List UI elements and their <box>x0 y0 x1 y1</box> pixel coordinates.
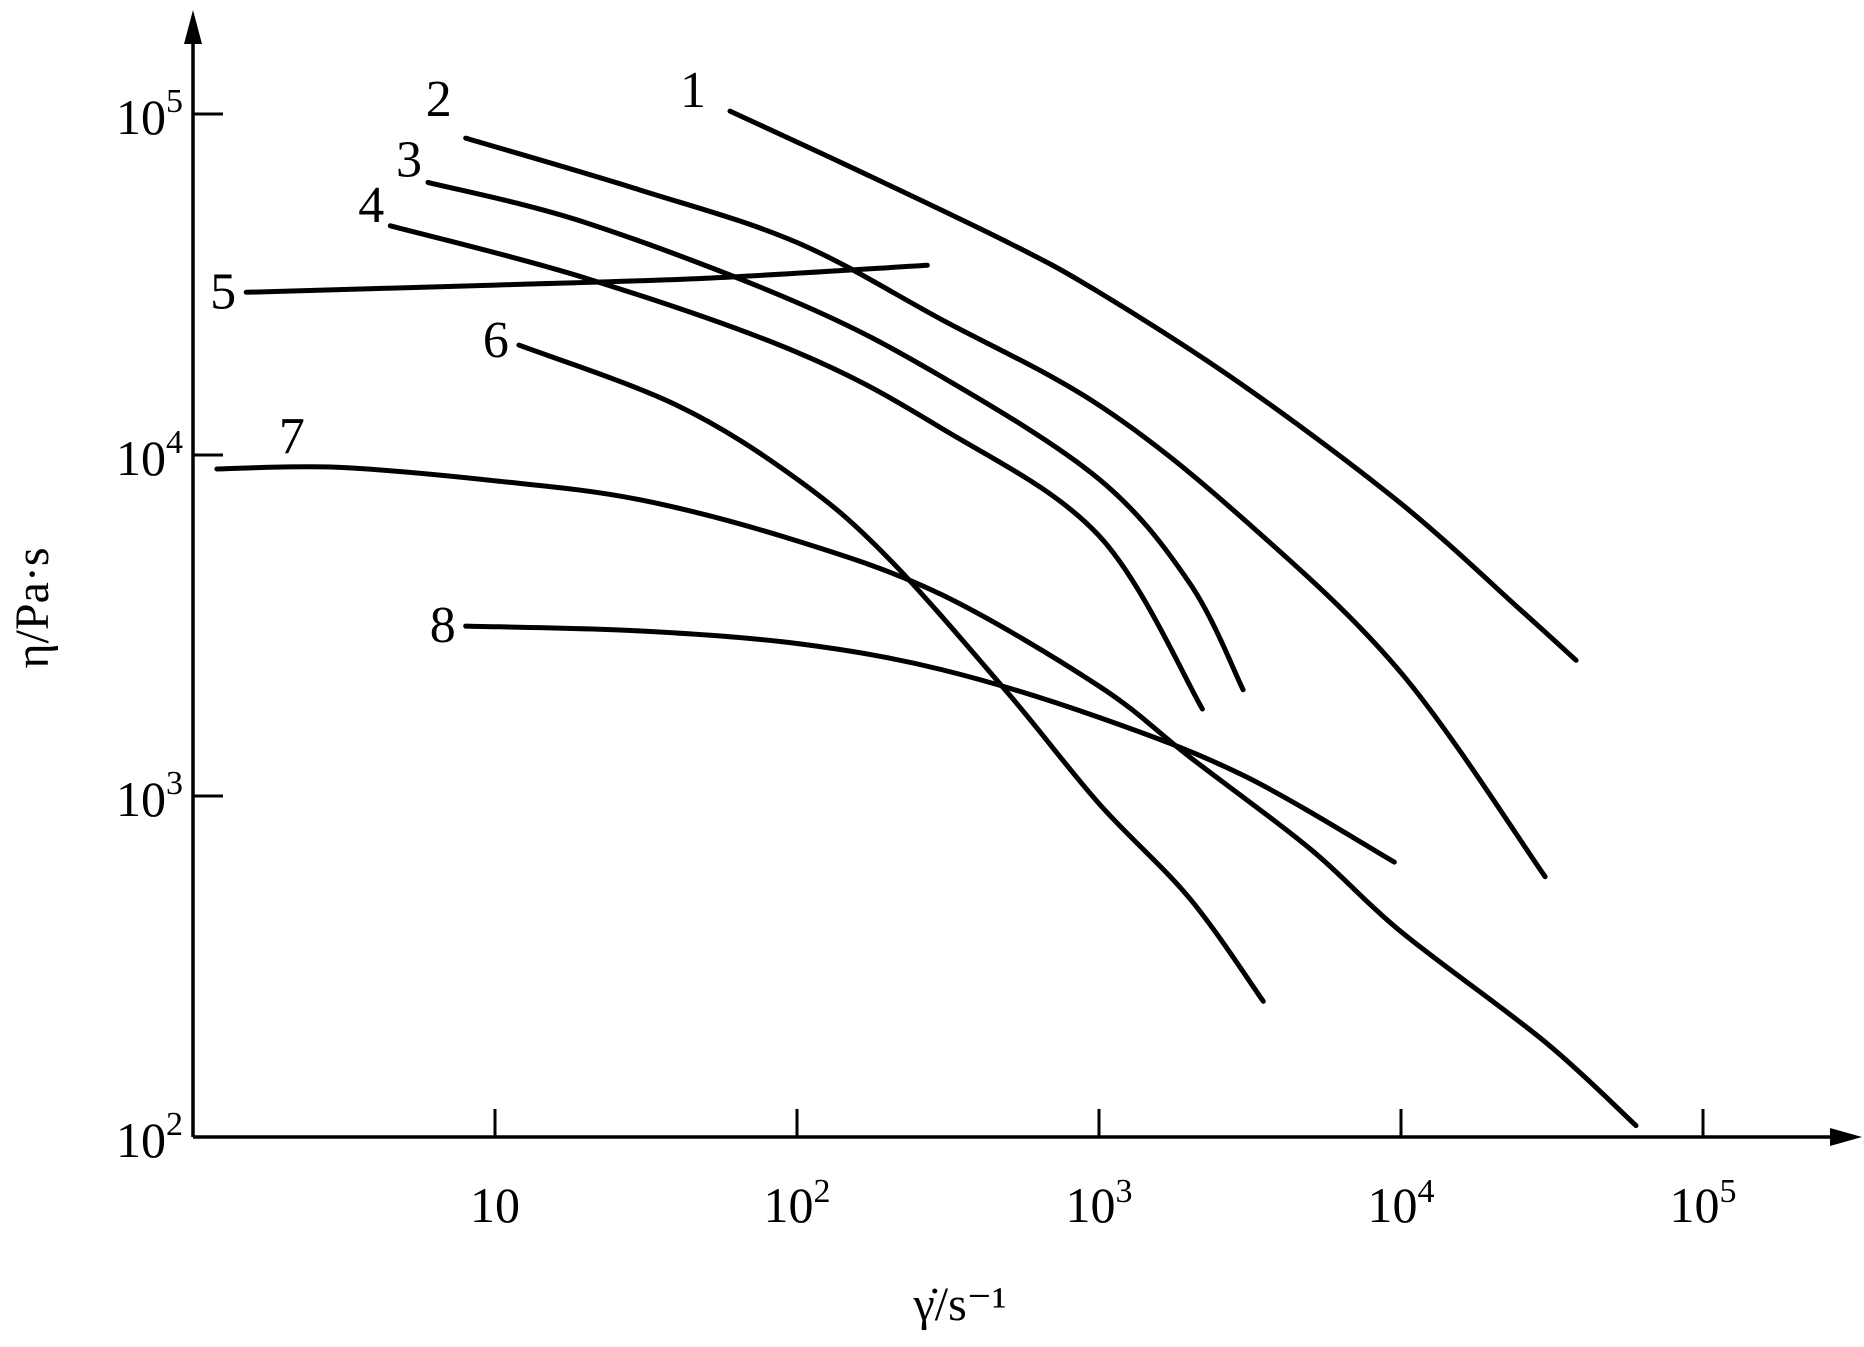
curve-7 <box>214 464 1639 1129</box>
x-axis-arrowhead <box>1830 1128 1862 1146</box>
x-tick-label-4: 105 <box>1670 1173 1737 1233</box>
x-tick-label-2: 103 <box>1066 1173 1133 1233</box>
curve-3 <box>425 179 1246 693</box>
curve-5 <box>243 262 930 295</box>
y-tick-label-3: 105 <box>116 83 183 145</box>
x-tick-label-0: 10 <box>470 1177 520 1233</box>
curve-8 <box>463 623 1397 865</box>
curves <box>214 108 1639 1129</box>
curve-label-1: 1 <box>680 62 706 119</box>
x-tick-base: 10 <box>470 1177 520 1233</box>
x-axis-label: γ̇/s⁻¹ <box>913 1278 1007 1331</box>
y-tick-label-0: 102 <box>116 1106 183 1168</box>
y-tick-base: 10 <box>116 89 166 145</box>
curve-1 <box>727 108 1579 663</box>
y-axis-label: η/Pa·s <box>6 547 59 668</box>
curve-label-7: 7 <box>279 408 305 465</box>
y-axis-arrowhead <box>184 10 202 44</box>
x-tick-label-1: 102 <box>764 1173 831 1233</box>
curve-6 <box>516 342 1266 1004</box>
x-tick-exponent: 3 <box>1116 1173 1133 1210</box>
y-tick-base: 10 <box>116 771 166 827</box>
curve-4 <box>387 223 1205 712</box>
curve-label-4: 4 <box>358 177 384 234</box>
x-tick-base: 10 <box>1368 1177 1418 1233</box>
y-tick-label-1: 103 <box>116 765 183 827</box>
x-tick-exponent: 4 <box>1418 1173 1435 1210</box>
x-ticks: 10 102 103 104 105 <box>470 1109 1737 1233</box>
y-tick-exponent: 2 <box>166 1106 183 1143</box>
x-tick-base: 10 <box>1670 1177 1720 1233</box>
y-tick-base: 10 <box>116 1112 166 1168</box>
y-tick-base: 10 <box>116 430 166 486</box>
curve-labels: 1 234 5 6 7 8 <box>210 62 706 654</box>
y-tick-exponent: 4 <box>166 424 183 461</box>
curve-label-2: 2 <box>426 71 452 128</box>
curve-label-8: 8 <box>430 597 456 654</box>
x-tick-base: 10 <box>1066 1177 1116 1233</box>
x-tick-label-3: 104 <box>1368 1173 1435 1233</box>
x-tick-exponent: 5 <box>1720 1173 1737 1210</box>
x-tick-base: 10 <box>764 1177 814 1233</box>
curve-2 <box>463 135 1548 880</box>
y-tick-exponent: 5 <box>166 83 183 120</box>
y-tick-label-2: 104 <box>116 424 183 486</box>
y-tick-exponent: 3 <box>166 765 183 802</box>
curve-label-6: 6 <box>483 312 509 369</box>
curve-label-5: 5 <box>210 263 236 320</box>
x-tick-exponent: 2 <box>814 1173 831 1210</box>
curve-label-3: 3 <box>396 131 422 188</box>
